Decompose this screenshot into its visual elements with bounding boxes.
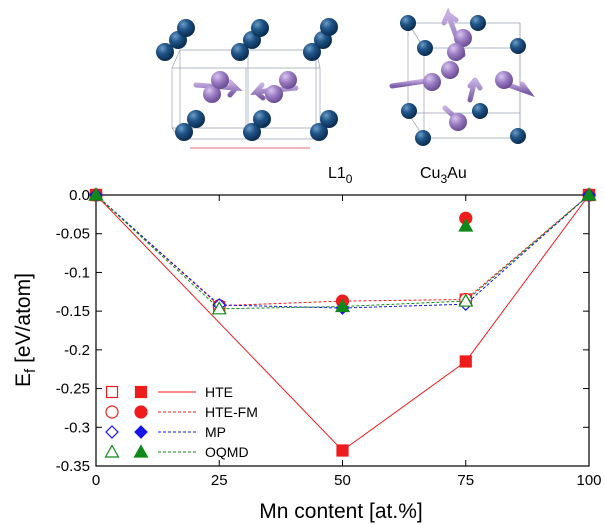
y-axis-label: Ef [eV/atom] xyxy=(12,273,39,387)
cu3au-structure-illustration xyxy=(389,7,535,146)
plot-area: 0 25 50 75 100 0.0 -0.05 -0.1 -0.15 -0.2 -0.25 -0.3… xyxy=(56,187,602,489)
oqmd-filled-point xyxy=(458,218,474,232)
l10-blue-atoms xyxy=(156,18,338,141)
l10-purple-atoms xyxy=(193,71,299,103)
cu3au-label: Cu3Au xyxy=(420,165,467,186)
mp-hull-line xyxy=(95,194,590,309)
y-tick-label: -0.05 xyxy=(56,226,90,243)
legend-filled-marker xyxy=(134,405,148,419)
series-hte xyxy=(89,188,596,457)
y-tick-label: -0.1 xyxy=(64,264,90,281)
axes xyxy=(95,194,590,467)
legend-entry-hte: HTE xyxy=(105,384,233,400)
legend-open-marker xyxy=(105,405,119,419)
cu3au-blue-atoms xyxy=(400,15,526,146)
oqmd-filled-point xyxy=(334,298,351,313)
x-tick-label: 100 xyxy=(576,472,601,489)
legend-entry-hte-fm: HTE-FM xyxy=(105,404,258,420)
legend-open-marker xyxy=(104,444,120,458)
legend-open-marker xyxy=(105,385,119,399)
legend-open-marker xyxy=(105,425,119,439)
y-tick-label: 0.0 xyxy=(69,187,90,204)
hte-filled-point xyxy=(459,355,472,368)
legend: HTE HTE-FM MP OQMD xyxy=(104,384,258,460)
l10-structure-illustration xyxy=(156,18,338,149)
y-tick-label: -0.3 xyxy=(64,419,90,436)
y-tick-label: -0.25 xyxy=(56,381,90,398)
legend-label: MP xyxy=(205,424,226,440)
cu3au-purple-atoms xyxy=(389,7,535,131)
y-tick-label: -0.35 xyxy=(56,458,90,475)
tick-marks: 0 25 50 75 100 0.0 -0.05 -0.1 -0.15 -0.2 -0.25 -0.3… xyxy=(56,187,602,489)
series-layer xyxy=(88,187,597,457)
oqmd-hull-line xyxy=(95,194,590,310)
legend-entry-mp: MP xyxy=(105,424,226,440)
series-oqmd xyxy=(88,187,597,315)
hte-fm-hull-line xyxy=(95,194,590,307)
x-tick-label: 25 xyxy=(211,472,228,489)
x-tick-label: 0 xyxy=(92,472,100,489)
legend-filled-marker xyxy=(134,385,148,399)
x-tick-label: 75 xyxy=(457,472,474,489)
legend-label: HTE xyxy=(205,384,233,400)
legend-label: OQMD xyxy=(205,444,249,460)
oqmd-filled-point xyxy=(581,187,597,201)
legend-entry-oqmd: OQMD xyxy=(104,444,249,460)
x-axis-label: Mn content [at.%] xyxy=(259,500,422,523)
series-hte-fm xyxy=(89,188,596,313)
plot-frame xyxy=(95,194,590,467)
hte-hull-line xyxy=(95,194,590,452)
oqmd-open-point xyxy=(458,293,474,307)
hte-filled-point xyxy=(336,444,349,457)
l10-label: L10 xyxy=(328,165,353,186)
legend-label: HTE-FM xyxy=(205,404,258,420)
oqmd-filled-point xyxy=(88,187,104,201)
y-tick-label: -0.15 xyxy=(56,303,90,320)
legend-filled-marker xyxy=(134,425,148,439)
y-tick-label: -0.2 xyxy=(64,342,90,359)
legend-filled-marker xyxy=(133,444,149,458)
x-tick-label: 50 xyxy=(334,472,351,489)
oqmd-open-point xyxy=(211,301,227,315)
